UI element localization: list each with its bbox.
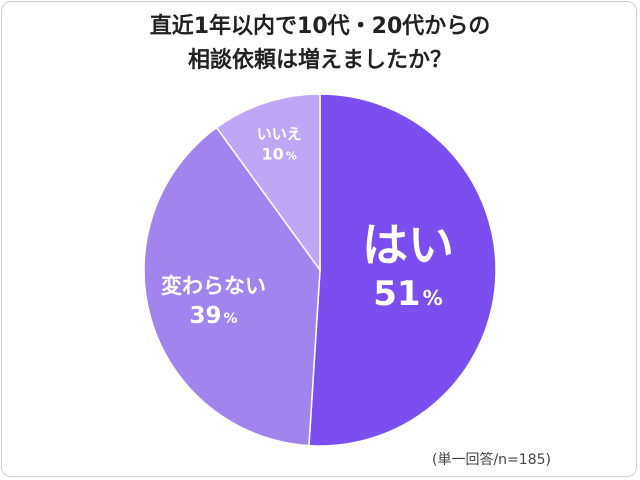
- chart-title: 直近1年以内で10代・20代からの 相談依頼は増えましたか？: [0, 10, 640, 78]
- slice-value-3: 10%: [262, 145, 297, 164]
- pie-slice-2: [143, 126, 321, 447]
- sample-note: (単一回答/n=185): [432, 452, 551, 468]
- pie-slice-3: [215, 93, 321, 273]
- slice-label-1: はい: [362, 218, 454, 272]
- slice-label-3: いいえ: [257, 125, 302, 143]
- chart-title-line-2: 相談依頼は増えましたか？: [187, 48, 452, 73]
- slice-label-2: 変わらない: [161, 274, 266, 298]
- chart-title-line-1: 直近1年以内で10代・20代からの: [149, 14, 491, 39]
- pie-slice-1: [308, 93, 497, 447]
